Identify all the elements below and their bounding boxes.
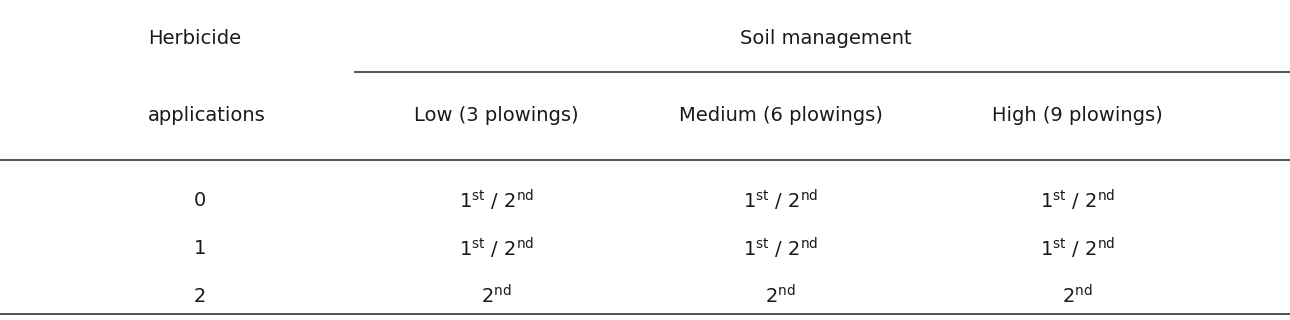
Text: $\mathregular{1^{st}}$ / $\mathregular{2^{nd}}$: $\mathregular{1^{st}}$ / $\mathregular{2… [1040, 188, 1115, 212]
Text: 0: 0 [194, 190, 206, 210]
Text: $\mathregular{1^{st}}$ / $\mathregular{2^{nd}}$: $\mathregular{1^{st}}$ / $\mathregular{2… [1040, 236, 1115, 260]
Text: $\mathregular{1^{st}}$ / $\mathregular{2^{nd}}$: $\mathregular{1^{st}}$ / $\mathregular{2… [459, 236, 534, 260]
Text: applications: applications [148, 106, 266, 125]
Text: $\mathregular{2^{nd}}$: $\mathregular{2^{nd}}$ [765, 284, 796, 308]
Text: Soil management: Soil management [739, 29, 912, 48]
Text: Low (3 plowings): Low (3 plowings) [414, 106, 579, 125]
Text: Herbicide: Herbicide [148, 29, 241, 48]
Text: $\mathregular{1^{st}}$ / $\mathregular{2^{nd}}$: $\mathregular{1^{st}}$ / $\mathregular{2… [459, 188, 534, 212]
Text: Medium (6 plowings): Medium (6 plowings) [679, 106, 882, 125]
Text: $\mathregular{2^{nd}}$: $\mathregular{2^{nd}}$ [1062, 284, 1093, 308]
Text: 2: 2 [194, 286, 206, 306]
Text: $\mathregular{2^{nd}}$: $\mathregular{2^{nd}}$ [481, 284, 512, 308]
Text: $\mathregular{1^{st}}$ / $\mathregular{2^{nd}}$: $\mathregular{1^{st}}$ / $\mathregular{2… [743, 236, 818, 260]
Text: $\mathregular{1^{st}}$ / $\mathregular{2^{nd}}$: $\mathregular{1^{st}}$ / $\mathregular{2… [743, 188, 818, 212]
Text: High (9 plowings): High (9 plowings) [992, 106, 1162, 125]
Text: 1: 1 [194, 238, 206, 258]
